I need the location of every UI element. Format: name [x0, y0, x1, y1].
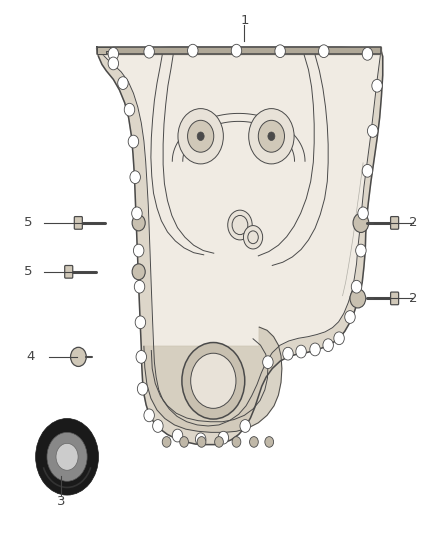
Circle shape — [362, 47, 373, 60]
Circle shape — [263, 356, 273, 368]
Circle shape — [356, 244, 366, 257]
Circle shape — [136, 351, 147, 364]
Text: 2: 2 — [409, 292, 417, 305]
Circle shape — [108, 47, 119, 60]
Polygon shape — [144, 327, 282, 432]
Circle shape — [232, 215, 248, 235]
FancyBboxPatch shape — [391, 292, 399, 305]
Circle shape — [228, 210, 252, 240]
Circle shape — [310, 343, 320, 356]
Circle shape — [240, 419, 251, 432]
Circle shape — [71, 348, 86, 367]
Circle shape — [144, 409, 154, 422]
Circle shape — [187, 44, 198, 57]
Text: 3: 3 — [57, 495, 65, 508]
Circle shape — [265, 437, 274, 447]
Circle shape — [197, 437, 206, 447]
Circle shape — [132, 207, 142, 220]
Polygon shape — [102, 54, 381, 426]
Polygon shape — [97, 47, 383, 445]
Circle shape — [231, 44, 242, 57]
Polygon shape — [97, 47, 112, 54]
Circle shape — [334, 332, 344, 345]
Circle shape — [191, 353, 236, 408]
Text: 1: 1 — [240, 14, 249, 27]
Circle shape — [118, 77, 128, 90]
Circle shape — [135, 316, 146, 329]
Circle shape — [345, 311, 355, 324]
Text: 5: 5 — [24, 265, 32, 278]
Circle shape — [134, 280, 145, 293]
Circle shape — [249, 109, 294, 164]
Circle shape — [35, 418, 99, 495]
Circle shape — [353, 213, 369, 232]
Circle shape — [268, 132, 275, 141]
Circle shape — [144, 45, 154, 58]
Circle shape — [362, 165, 373, 177]
Circle shape — [124, 103, 135, 116]
Polygon shape — [97, 47, 381, 54]
Circle shape — [215, 437, 223, 447]
Circle shape — [47, 432, 87, 481]
Circle shape — [358, 207, 368, 220]
Circle shape — [250, 437, 258, 447]
FancyBboxPatch shape — [65, 265, 73, 278]
Circle shape — [130, 171, 141, 183]
Circle shape — [367, 125, 378, 138]
Circle shape — [132, 264, 145, 280]
Text: 2: 2 — [409, 216, 417, 229]
Circle shape — [132, 215, 145, 231]
Circle shape — [138, 382, 148, 395]
Circle shape — [162, 437, 171, 447]
Circle shape — [248, 231, 258, 244]
Circle shape — [323, 339, 333, 352]
Circle shape — [218, 431, 229, 444]
Circle shape — [296, 345, 306, 358]
Circle shape — [244, 225, 263, 249]
Circle shape — [258, 120, 285, 152]
Circle shape — [182, 343, 245, 419]
Circle shape — [350, 289, 366, 308]
Circle shape — [275, 45, 286, 58]
FancyBboxPatch shape — [391, 216, 399, 229]
Circle shape — [152, 419, 163, 432]
Circle shape — [372, 79, 382, 92]
Circle shape — [180, 437, 188, 447]
Circle shape — [134, 244, 144, 257]
Circle shape — [197, 132, 204, 141]
Circle shape — [351, 280, 362, 293]
Circle shape — [187, 120, 214, 152]
Circle shape — [108, 57, 119, 70]
Circle shape — [318, 45, 329, 58]
Circle shape — [283, 348, 293, 360]
Text: 5: 5 — [24, 216, 32, 229]
Circle shape — [178, 109, 223, 164]
Circle shape — [56, 443, 78, 470]
Circle shape — [172, 429, 183, 442]
Circle shape — [232, 437, 241, 447]
Circle shape — [195, 433, 206, 446]
Circle shape — [128, 135, 139, 148]
FancyBboxPatch shape — [74, 216, 82, 229]
Text: 4: 4 — [26, 350, 35, 364]
